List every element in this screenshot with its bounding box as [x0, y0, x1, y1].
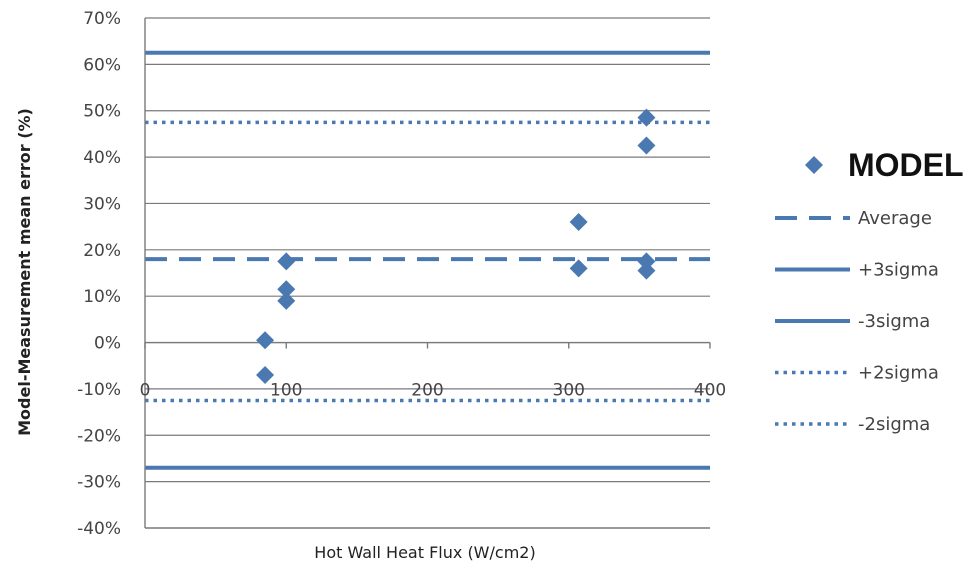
- legend-label: +3sigma: [858, 260, 939, 281]
- data-point: [569, 259, 588, 278]
- y-tick-labels: -40% -30% -20% -10% 0% 10% 20% 30% 40% 50% 60% 70%: [77, 9, 121, 539]
- legend-marker-model: [805, 156, 823, 174]
- data-point: [256, 331, 275, 350]
- x-tick-label: 400: [694, 381, 726, 401]
- legend-label: -2sigma: [858, 414, 930, 435]
- data-point: [637, 136, 656, 155]
- y-tick-label: 10%: [83, 287, 121, 307]
- y-tick-label: 30%: [83, 194, 121, 214]
- x-tick-labels: 0 100 200 300 400: [140, 381, 727, 401]
- y-tick-label: -20%: [77, 426, 121, 446]
- y-tick-label: 20%: [83, 241, 121, 261]
- y-tick-label: 0%: [94, 334, 121, 354]
- data-point: [277, 291, 296, 310]
- legend: MODEL Average +3sigma -3sigma +2sigma -2sigma: [775, 147, 964, 435]
- x-tick-label: 100: [270, 381, 302, 401]
- y-axis-title: Model-Measurement mean error (%): [15, 108, 34, 436]
- data-point: [277, 280, 296, 299]
- data-points: [256, 108, 656, 384]
- legend-label: Average: [858, 208, 932, 229]
- reference-lines: [145, 50, 710, 470]
- axes: [144, 18, 711, 529]
- y-tick-label: -10%: [77, 380, 121, 400]
- y-tick-label: 40%: [83, 148, 121, 168]
- legend-label: -3sigma: [858, 311, 930, 332]
- legend-label: +2sigma: [858, 363, 939, 384]
- grid: [145, 17, 710, 483]
- data-point: [637, 261, 656, 280]
- x-axis-title: Hot Wall Heat Flux (W/cm2): [314, 543, 535, 562]
- data-point: [637, 108, 656, 127]
- y-tick-label: -40%: [77, 519, 121, 539]
- y-tick-label: 70%: [83, 9, 121, 29]
- y-tick-label: -30%: [77, 473, 121, 493]
- x-tick-label: 300: [553, 381, 585, 401]
- data-point: [256, 366, 275, 384]
- data-point: [277, 252, 296, 271]
- legend-label-model: MODEL: [848, 147, 964, 183]
- x-tick-label: 200: [411, 381, 443, 401]
- data-point: [569, 213, 588, 231]
- data-point: [637, 252, 656, 271]
- y-tick-label: 50%: [83, 102, 121, 122]
- x-tick-label: 0: [140, 381, 151, 401]
- y-tick-label: 60%: [83, 55, 121, 75]
